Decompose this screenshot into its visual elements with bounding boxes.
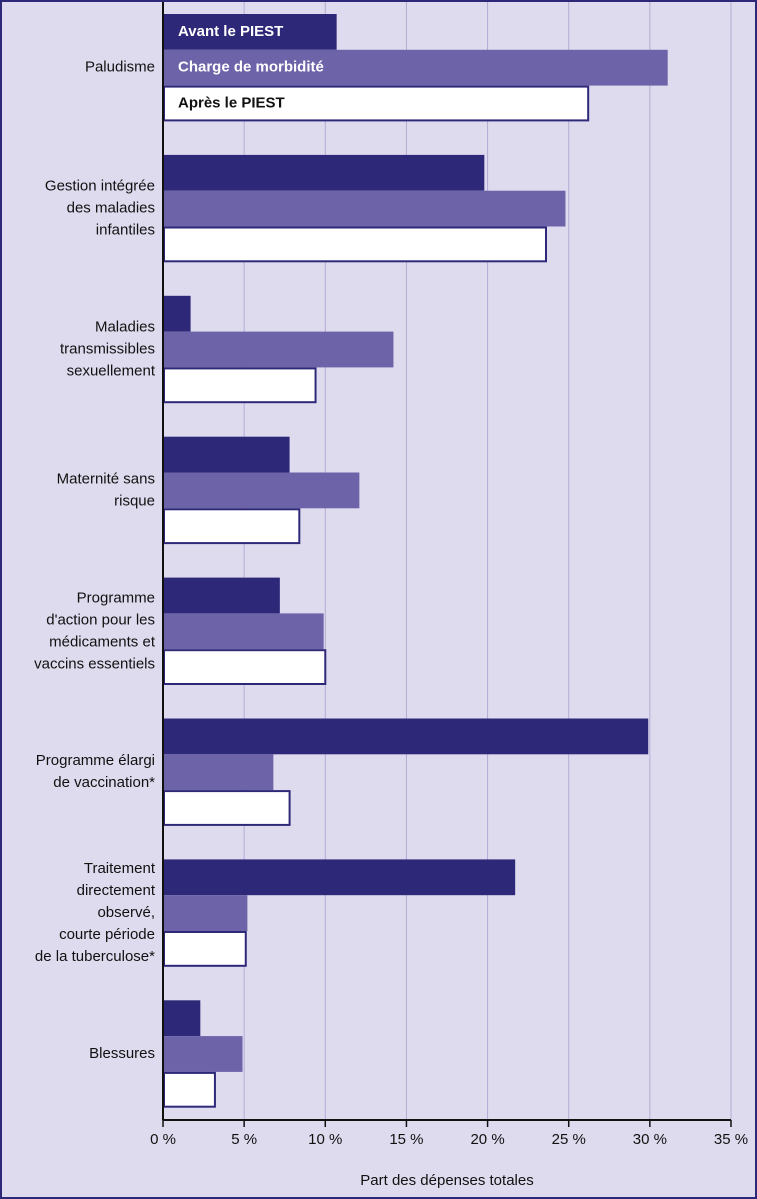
bar — [163, 790, 291, 826]
legend-label: Après le PIEST — [178, 94, 285, 111]
bar — [163, 295, 191, 332]
bar — [163, 859, 516, 896]
bar — [163, 931, 247, 967]
category-label: observé, — [97, 904, 155, 921]
bar — [163, 367, 317, 404]
bar — [163, 895, 248, 931]
x-tick-label: 15 % — [389, 1131, 423, 1148]
category-label: Gestion intégrée — [45, 178, 155, 195]
bar — [163, 508, 301, 545]
bar — [163, 718, 649, 755]
bar — [163, 436, 290, 473]
x-tick-label: 25 % — [552, 1131, 586, 1148]
category-label: Traitement — [84, 860, 156, 877]
category-label: des maladies — [67, 200, 155, 217]
category-label: sexuellement — [67, 362, 156, 379]
category-label: Maladies — [95, 318, 155, 335]
category-label: Blessures — [89, 1045, 155, 1062]
category-label: courte période — [59, 926, 155, 943]
category-label: transmissibles — [60, 340, 155, 357]
bar — [163, 154, 485, 191]
legend-label: Charge de morbidité — [178, 59, 324, 76]
category-label: de vaccination* — [53, 774, 155, 791]
category-label: vaccins essentiels — [34, 655, 155, 672]
x-tick-label: 0 % — [150, 1131, 176, 1148]
x-tick-label: 5 % — [231, 1131, 257, 1148]
x-tick-label: 10 % — [308, 1131, 342, 1148]
x-tick-label: 35 % — [714, 1131, 748, 1148]
category-label: Paludisme — [85, 59, 155, 76]
category-label: Programme — [77, 589, 155, 606]
bar — [163, 754, 274, 791]
category-label: d'action pour les — [46, 611, 155, 628]
category-label: Programme élargi — [36, 752, 155, 769]
bar — [163, 649, 327, 686]
bar — [163, 85, 590, 122]
category-label: risque — [114, 492, 155, 509]
bar — [163, 1036, 243, 1072]
legend-label: Avant le PIEST — [178, 23, 283, 40]
category-label: directement — [77, 882, 156, 899]
bar — [163, 577, 280, 614]
bar — [163, 1000, 201, 1037]
category-label: infantiles — [96, 222, 155, 239]
category-label: Maternité sans — [57, 470, 155, 487]
category-label: de la tuberculose* — [35, 948, 155, 965]
bar — [163, 190, 566, 227]
bar — [163, 331, 394, 368]
bar — [163, 226, 547, 263]
x-tick-label: 30 % — [633, 1131, 667, 1148]
bar — [163, 49, 668, 86]
bar — [163, 472, 360, 509]
bar — [163, 14, 337, 50]
x-axis-label: Part des dépenses totales — [360, 1172, 533, 1189]
bar — [163, 613, 324, 650]
category-label: médicaments et — [49, 633, 156, 650]
x-tick-label: 20 % — [470, 1131, 504, 1148]
bar — [163, 1071, 216, 1108]
